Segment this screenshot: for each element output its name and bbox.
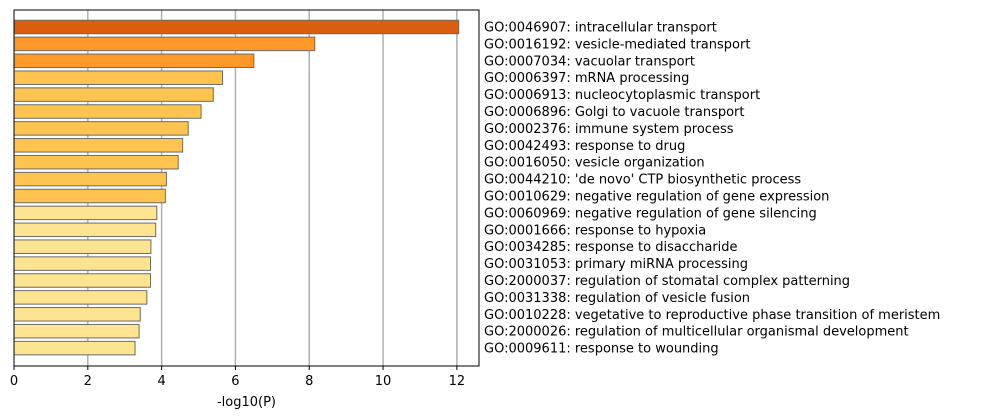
x-tick-label: 2 [84, 374, 92, 389]
bar [13, 222, 157, 238]
x-tick-label: 6 [231, 374, 239, 389]
bar [13, 323, 140, 339]
category-label: GO:0006913: nucleocytoplasmic transport [484, 88, 760, 103]
x-tick-label: 0 [10, 374, 18, 389]
category-label: GO:0007034: vacuolar transport [484, 54, 695, 69]
bar [13, 104, 202, 119]
category-label: GO:0016192: vesicle-mediated transport [484, 37, 750, 52]
bar [13, 290, 148, 305]
category-label: GO:0060969: negative regulation of gene … [484, 206, 817, 221]
bar [13, 36, 316, 52]
bar [13, 205, 158, 221]
bar [13, 239, 152, 254]
x-tick-label: 10 [375, 374, 392, 389]
bar [13, 70, 224, 85]
x-axis-label: -log10(P) [217, 395, 276, 410]
bar [13, 171, 167, 187]
category-label: GO:0010629: negative regulation of gene … [484, 190, 829, 205]
category-label: GO:0006896: Golgi to vacuole transport [484, 105, 745, 120]
bar [13, 307, 141, 322]
category-label: GO:2000037: regulation of stomatal compl… [484, 274, 850, 289]
bar [13, 87, 214, 102]
bar [13, 53, 255, 69]
x-tick-label: 8 [305, 374, 313, 389]
category-label: GO:0042493: response to drug [484, 139, 685, 154]
plot-frame [13, 9, 480, 367]
category-label: GO:0010228: vegetative to reproductive p… [484, 308, 940, 323]
category-label: GO:0031053: primary miRNA processing [484, 257, 748, 272]
x-tick-label: 4 [157, 374, 165, 389]
category-label: GO:0044210: 'de novo' CTP biosynthetic p… [484, 173, 801, 188]
bar [13, 340, 136, 356]
category-label: GO:0016050: vesicle organization [484, 156, 705, 171]
category-label: GO:0034285: response to disaccharide [484, 240, 738, 255]
category-label: GO:0006397: mRNA processing [484, 71, 689, 86]
bar [13, 273, 152, 288]
category-label: GO:0009611: response to wounding [484, 342, 719, 357]
category-label: GO:0001666: response to hypoxia [484, 223, 706, 238]
bar [13, 154, 179, 170]
x-tick-label: 12 [449, 374, 466, 389]
bar [13, 19, 460, 35]
bar [13, 121, 189, 136]
category-label: GO:0046907: intracellular transport [484, 21, 717, 36]
category-label: GO:0031338: regulation of vesicle fusion [484, 291, 750, 306]
bar [13, 256, 152, 271]
bar [13, 188, 166, 204]
category-label: GO:2000026: regulation of multicellular … [484, 325, 909, 340]
bar [13, 138, 184, 153]
category-label: GO:0002376: immune system process [484, 122, 734, 137]
